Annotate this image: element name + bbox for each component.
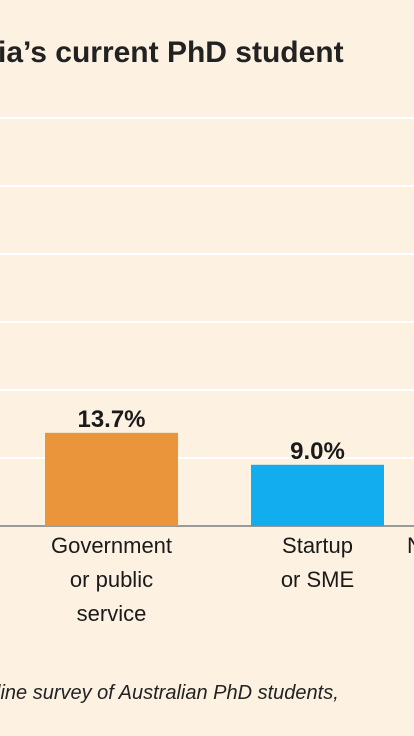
data-label-0: 13.7%	[77, 406, 145, 433]
data-labels: 13.7% 9.0%	[77, 406, 344, 465]
category-label-2: N	[407, 533, 414, 558]
data-label-1: 9.0%	[290, 438, 345, 465]
bar-0	[45, 432, 178, 526]
source-note: line survey of Australian PhD students,	[0, 682, 339, 704]
gridlines	[0, 117, 414, 459]
bars	[45, 432, 384, 526]
bar-1	[251, 464, 384, 526]
category-label-1: Startup or SME	[281, 533, 354, 592]
category-label-0: Government or public service	[51, 533, 172, 626]
chart-title: ia’s current PhD student	[0, 36, 344, 69]
